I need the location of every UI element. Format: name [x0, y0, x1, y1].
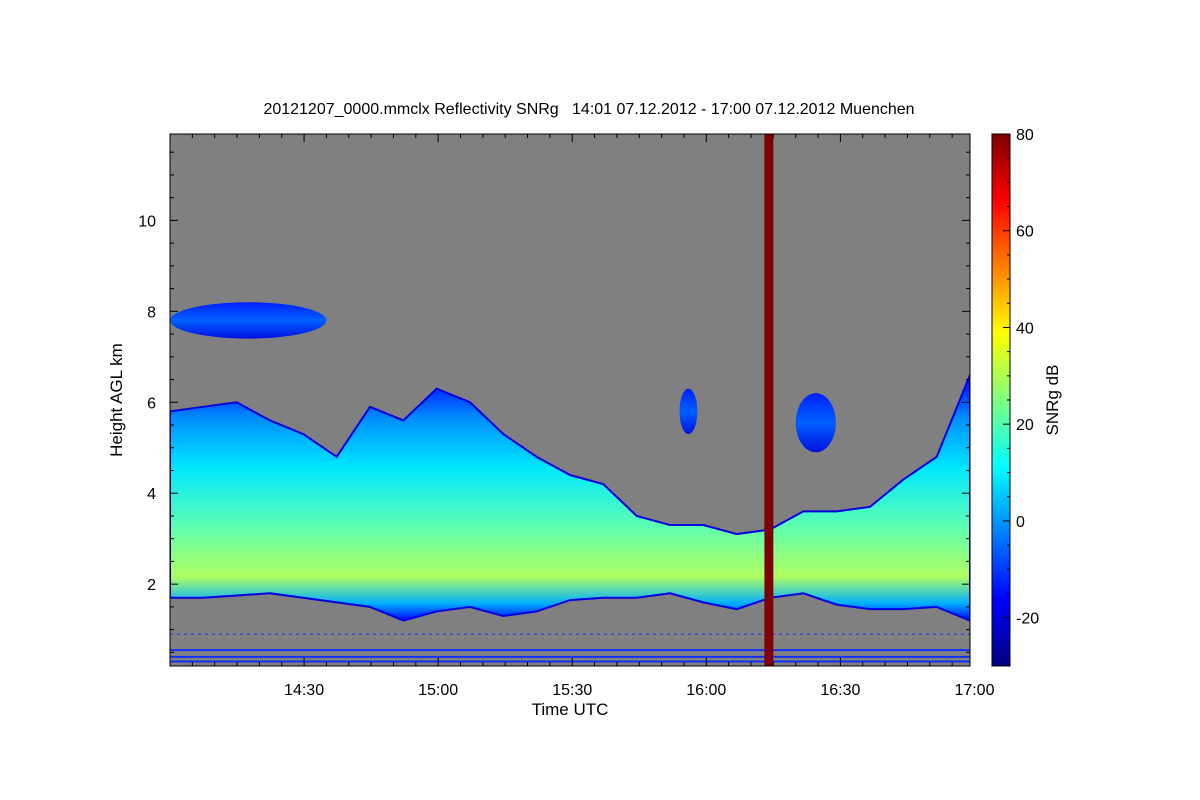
x-tick-label: 16:00: [686, 682, 726, 699]
y-tick-label: 10: [138, 213, 156, 230]
y-tick-label: 4: [147, 486, 156, 503]
cloud-layer-patch1: [679, 388, 698, 435]
x-tick-label: 16:30: [820, 682, 860, 699]
colorbar-tick-label: 40: [1016, 320, 1034, 337]
colorbar-tick-label: 20: [1016, 417, 1034, 434]
colorbar-tick-label: 0: [1016, 514, 1025, 531]
y-tick-label: 2: [147, 577, 156, 594]
x-tick-label: 15:30: [552, 682, 592, 699]
y-tick-label: 6: [147, 395, 156, 412]
plot-marks: [170, 134, 970, 666]
colorbar-tick-label: -20: [1016, 611, 1039, 628]
x-axis: 14:30 15:00 15:30 16:00 16:30 17:00: [191, 134, 995, 699]
saturated-column: [764, 134, 774, 666]
y-axis-label: Height AGL km: [107, 343, 126, 457]
x-axis-label: Time UTC: [532, 700, 609, 719]
chart-title: 20121207_0000.mmclx Reflectivity SNRg 14…: [263, 101, 914, 118]
y-axis: 2 4 6 8 10: [138, 151, 970, 653]
colorbar-tick-label: 80: [1016, 127, 1034, 144]
cloud-layer-patch2: [795, 393, 836, 453]
colorbar-axis: -20 0 20 40 60 80: [1003, 127, 1039, 643]
colorbar-tick-label: 60: [1016, 224, 1034, 241]
x-tick-label: 17:00: [954, 682, 994, 699]
colorbar-label: SNRg dB: [1043, 365, 1062, 436]
x-tick-label: 15:00: [418, 682, 458, 699]
cloud-layer-upper: [170, 302, 327, 339]
y-tick-label: 8: [147, 304, 156, 321]
plot-frame: [169, 133, 971, 667]
x-tick-label: 14:30: [284, 682, 324, 699]
